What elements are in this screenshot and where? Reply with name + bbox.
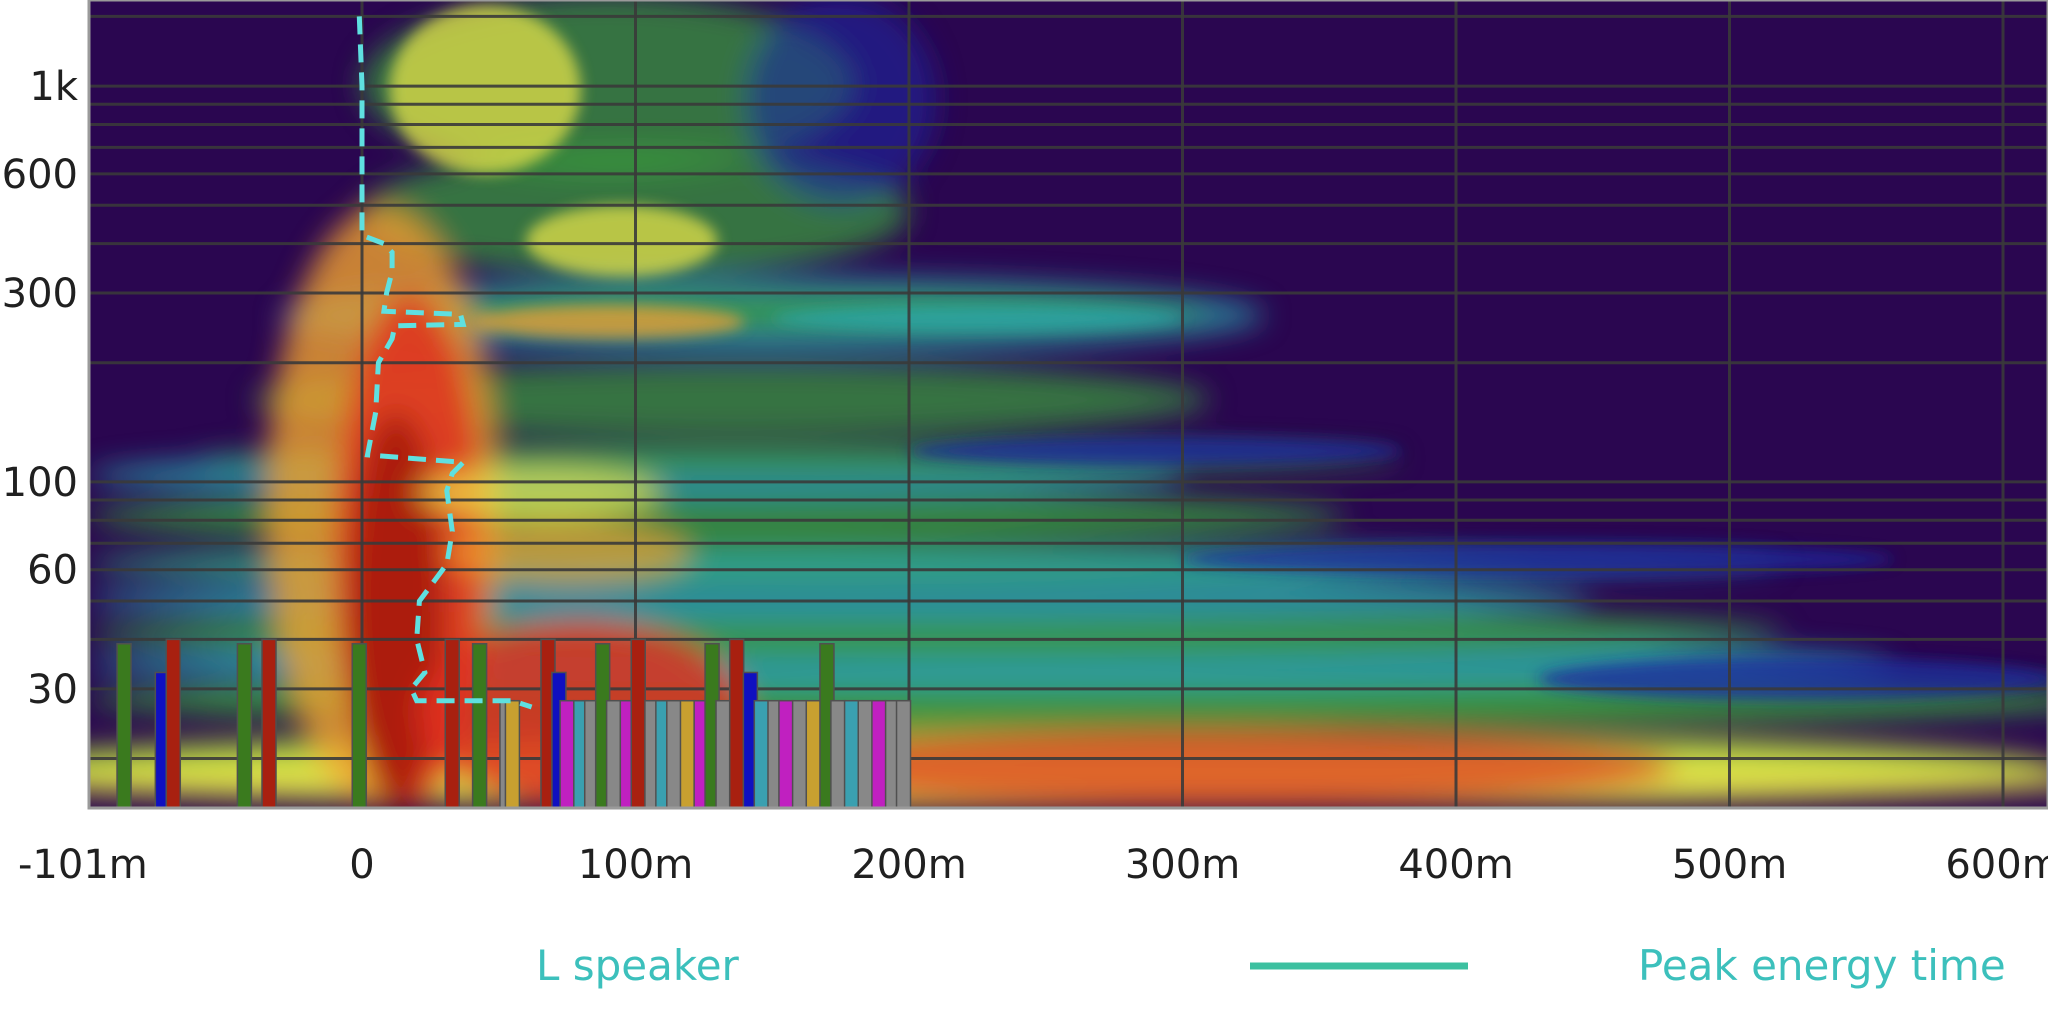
- impulse-bar: [805, 699, 822, 808]
- y-tick-label: 300: [2, 271, 78, 317]
- impulse-bar: [630, 638, 646, 808]
- y-tick-label: 30: [27, 667, 78, 713]
- x-tick-label: 300m: [1125, 842, 1240, 888]
- impulse-bar: [715, 699, 731, 808]
- impulse-bar: [778, 699, 794, 808]
- x-tick-label: 400m: [1398, 842, 1513, 888]
- impulse-bar: [605, 699, 622, 808]
- impulse-bars: [116, 638, 912, 808]
- x-axis-tick-labels: -101m 0 100m 200m 300m 400m 500m 600m: [18, 842, 2048, 888]
- x-tick-label: 200m: [851, 842, 966, 888]
- legend-label-l-speaker: L speaker: [536, 941, 740, 990]
- x-tick-label: 600m: [1945, 842, 2048, 888]
- y-axis-tick-labels: 1k 600 300 100 60 30: [2, 64, 79, 713]
- impulse-bar: [116, 643, 132, 808]
- impulse-bar: [871, 699, 887, 808]
- impulse-bar: [679, 699, 696, 808]
- impulse-bar: [504, 699, 521, 808]
- impulse-bar: [471, 643, 488, 808]
- impulse-bar: [261, 638, 277, 808]
- plot-area: [90, 0, 2048, 808]
- y-tick-label: 60: [27, 548, 78, 594]
- plot-frame: [87, 0, 2048, 810]
- impulse-bar: [236, 643, 253, 808]
- x-tick-label: -101m: [18, 842, 148, 888]
- y-tick-label: 600: [2, 152, 78, 198]
- impulse-bar: [895, 699, 912, 808]
- x-tick-label: 100m: [578, 842, 693, 888]
- impulse-bar: [857, 699, 873, 808]
- legend-label-peak-energy-time: Peak energy time: [1638, 941, 2006, 990]
- impulse-bar: [444, 638, 461, 808]
- x-tick-label: 500m: [1672, 842, 1787, 888]
- peak-energy-time-line: [356, 16, 533, 710]
- impulse-bar: [559, 699, 575, 808]
- y-tick-label: 1k: [29, 64, 78, 110]
- impulse-bar: [753, 699, 770, 808]
- impulse-bar: [165, 638, 182, 808]
- impulse-bar: [351, 643, 368, 808]
- legend: L speaker Peak energy time: [536, 941, 2006, 990]
- impulse-bar: [666, 699, 682, 808]
- impulse-bar: [728, 638, 745, 808]
- y-tick-label: 100: [2, 460, 78, 506]
- impulse-bar: [843, 699, 860, 808]
- x-tick-label: 0: [349, 842, 374, 888]
- impulse-bar: [791, 699, 808, 808]
- impulse-bar: [830, 699, 846, 808]
